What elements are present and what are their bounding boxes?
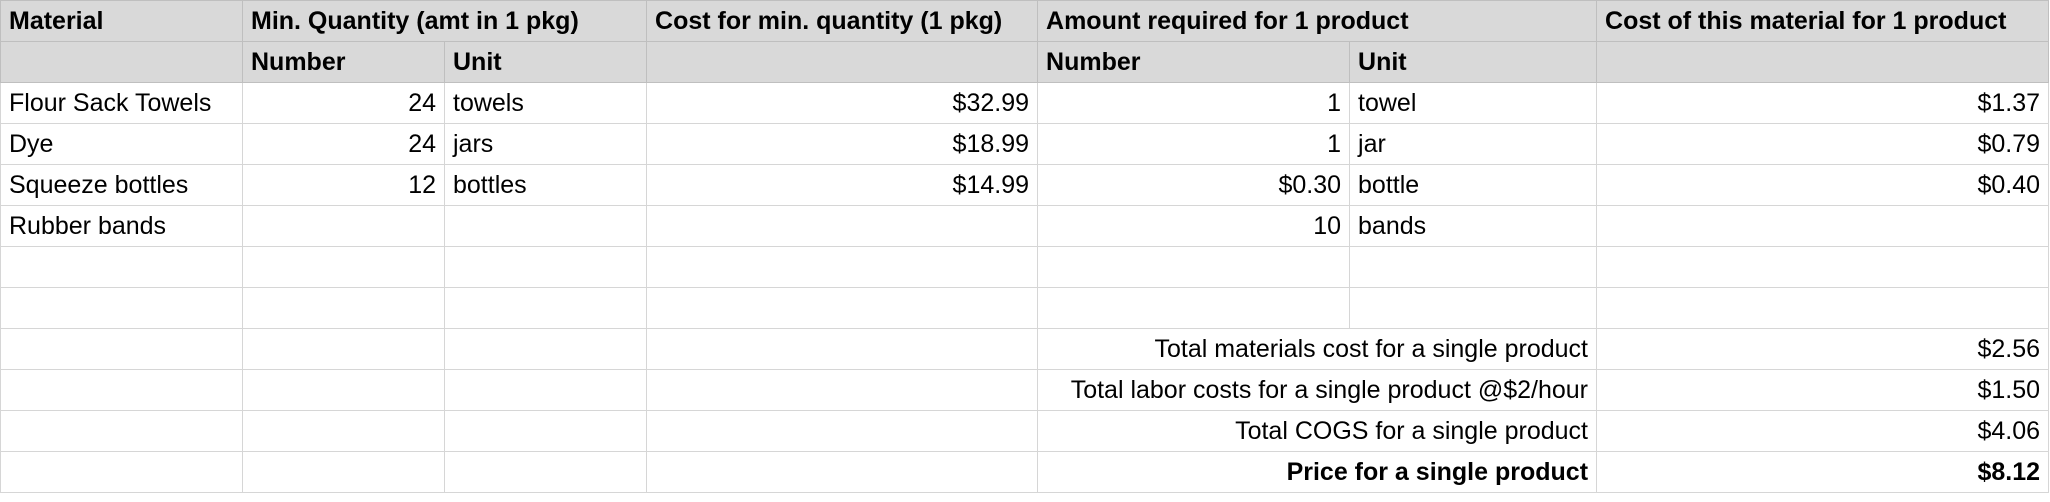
header-cost-material[interactable]: Cost of this material for 1 product [1596,0,2050,42]
material-cell[interactable]: Dye [0,123,243,165]
empty-cell[interactable] [0,246,243,288]
empty-cell[interactable] [242,451,445,493]
empty-cell[interactable] [1349,287,1598,329]
empty-cell[interactable] [0,369,243,411]
summary-value-cogs[interactable]: $4.06 [1596,410,2050,452]
pkg-number-cell[interactable] [242,205,445,247]
req-number-cell[interactable]: 1 [1037,123,1351,165]
empty-cell[interactable] [1349,246,1598,288]
header-min-quantity[interactable]: Min. Quantity (amt in 1 pkg) [241,0,648,42]
empty-cell[interactable] [646,328,1039,370]
pkg-unit-cell[interactable]: jars [443,123,648,165]
header-material[interactable]: Material [0,0,243,42]
header-unit-1[interactable]: Unit [443,41,648,83]
empty-cell[interactable] [443,246,648,288]
summary-value-price[interactable]: $8.12 [1596,451,2050,493]
table-row: Squeeze bottles 12 bottles $14.99 $0.30 … [0,164,2050,206]
empty-cell[interactable] [443,369,648,411]
header-number-1[interactable]: Number [242,41,445,83]
material-cell[interactable]: Rubber bands [0,205,243,247]
header-number-2[interactable]: Number [1037,41,1351,83]
req-number-cell[interactable]: 1 [1037,82,1351,124]
cost-per-product-cell[interactable] [1596,205,2050,247]
pkg-cost-cell[interactable]: $14.99 [646,164,1039,206]
empty-cell[interactable] [0,410,243,452]
empty-cell[interactable] [443,410,648,452]
empty-cell[interactable] [646,246,1039,288]
pkg-unit-cell[interactable]: bottles [443,164,648,206]
header-amount-required[interactable]: Amount required for 1 product [1037,0,1598,42]
summary-row: Total COGS for a single product $4.06 [0,410,2050,452]
empty-row [0,287,2050,329]
header-cost-min-quantity[interactable]: Cost for min. quantity (1 pkg) [646,0,1039,42]
empty-cell[interactable] [1037,287,1351,329]
req-unit-cell[interactable]: towel [1349,82,1598,124]
empty-cell[interactable] [242,246,445,288]
summary-label-cogs[interactable]: Total COGS for a single product [1037,410,1598,452]
cost-per-product-cell[interactable]: $1.37 [1596,82,2050,124]
summary-row: Price for a single product $8.12 [0,451,2050,493]
header-cell[interactable] [1596,41,2050,83]
summary-label-price[interactable]: Price for a single product [1037,451,1598,493]
cost-per-product-cell[interactable]: $0.40 [1596,164,2050,206]
table-row: Flour Sack Towels 24 towels $32.99 1 tow… [0,82,2050,124]
empty-cell[interactable] [646,287,1039,329]
req-unit-cell[interactable]: jar [1349,123,1598,165]
table-row: Dye 24 jars $18.99 1 jar $0.79 [0,123,2050,165]
pkg-number-cell[interactable]: 12 [242,164,445,206]
pkg-cost-cell[interactable]: $18.99 [646,123,1039,165]
req-unit-cell[interactable]: bottle [1349,164,1598,206]
pkg-cost-cell[interactable] [646,205,1039,247]
empty-cell[interactable] [646,369,1039,411]
header-row-2: Number Unit Number Unit [0,41,2050,83]
req-number-cell[interactable]: $0.30 [1037,164,1351,206]
empty-cell[interactable] [242,410,445,452]
req-unit-cell[interactable]: bands [1349,205,1598,247]
empty-cell[interactable] [443,287,648,329]
summary-label-materials[interactable]: Total materials cost for a single produc… [1037,328,1598,370]
material-cell[interactable]: Squeeze bottles [0,164,243,206]
table-row: Rubber bands 10 bands [0,205,2050,247]
empty-cell[interactable] [646,410,1039,452]
cost-per-product-cell[interactable]: $0.79 [1596,123,2050,165]
empty-cell[interactable] [1037,246,1351,288]
summary-row: Total materials cost for a single produc… [0,328,2050,370]
summary-value-labor[interactable]: $1.50 [1596,369,2050,411]
summary-value-materials[interactable]: $2.56 [1596,328,2050,370]
req-number-cell[interactable]: 10 [1037,205,1351,247]
empty-cell[interactable] [0,287,243,329]
pkg-unit-cell[interactable]: towels [443,82,648,124]
empty-cell[interactable] [1596,287,2050,329]
summary-row: Total labor costs for a single product @… [0,369,2050,411]
empty-cell[interactable] [443,328,648,370]
empty-cell[interactable] [242,328,445,370]
pkg-number-cell[interactable]: 24 [242,82,445,124]
empty-cell[interactable] [443,451,648,493]
empty-cell[interactable] [0,451,243,493]
pkg-number-cell[interactable]: 24 [242,123,445,165]
empty-cell[interactable] [242,287,445,329]
empty-cell[interactable] [646,451,1039,493]
header-cell[interactable] [0,41,243,83]
pkg-unit-cell[interactable] [443,205,648,247]
empty-cell[interactable] [1596,246,2050,288]
empty-cell[interactable] [0,328,243,370]
pkg-cost-cell[interactable]: $32.99 [646,82,1039,124]
empty-row [0,246,2050,288]
summary-label-labor[interactable]: Total labor costs for a single product @… [1037,369,1598,411]
header-row-1: Material Min. Quantity (amt in 1 pkg) Co… [0,0,2050,42]
material-cell[interactable]: Flour Sack Towels [0,82,243,124]
header-unit-2[interactable]: Unit [1349,41,1598,83]
header-cell[interactable] [646,41,1039,83]
empty-cell[interactable] [242,369,445,411]
